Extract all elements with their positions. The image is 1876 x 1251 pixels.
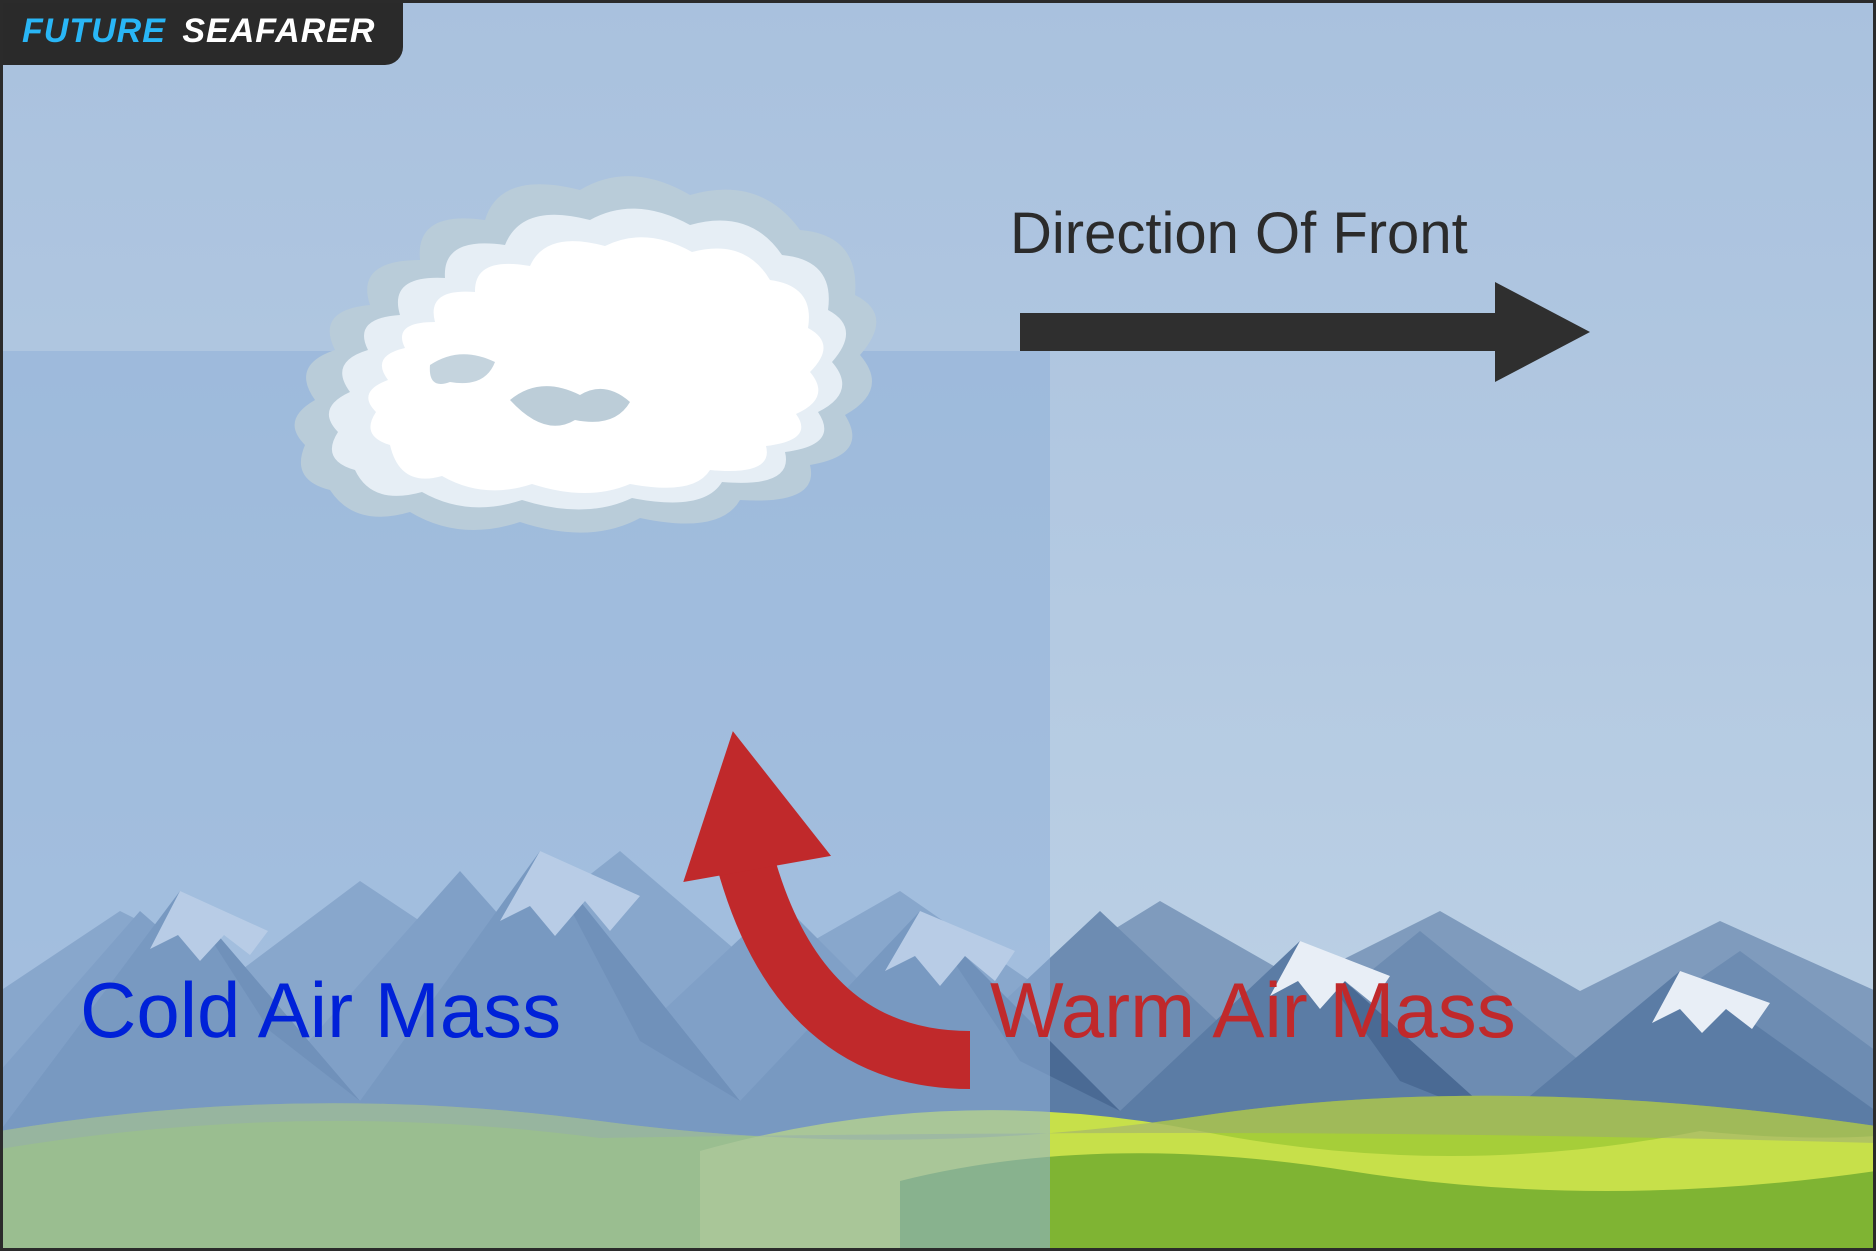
diagram-stage: Cold Air Mass Warm Air Mass Direction Of…: [0, 0, 1876, 1251]
warm-arrow-head: [659, 730, 831, 882]
cold-air-label: Cold Air Mass: [80, 965, 561, 1056]
logo-badge: FUTURE SEAFARER: [0, 0, 403, 65]
direction-label: Direction Of Front: [1010, 200, 1468, 267]
logo-word-1: FUTURE: [22, 12, 166, 50]
logo-word-2: SEAFARER: [182, 12, 375, 50]
warm-air-arrow: [650, 730, 990, 1090]
warm-arrow-shaft: [745, 860, 970, 1060]
direction-arrow: [1020, 282, 1590, 362]
warm-air-label: Warm Air Mass: [990, 965, 1516, 1056]
cumulonimbus-cloud: [260, 140, 900, 560]
